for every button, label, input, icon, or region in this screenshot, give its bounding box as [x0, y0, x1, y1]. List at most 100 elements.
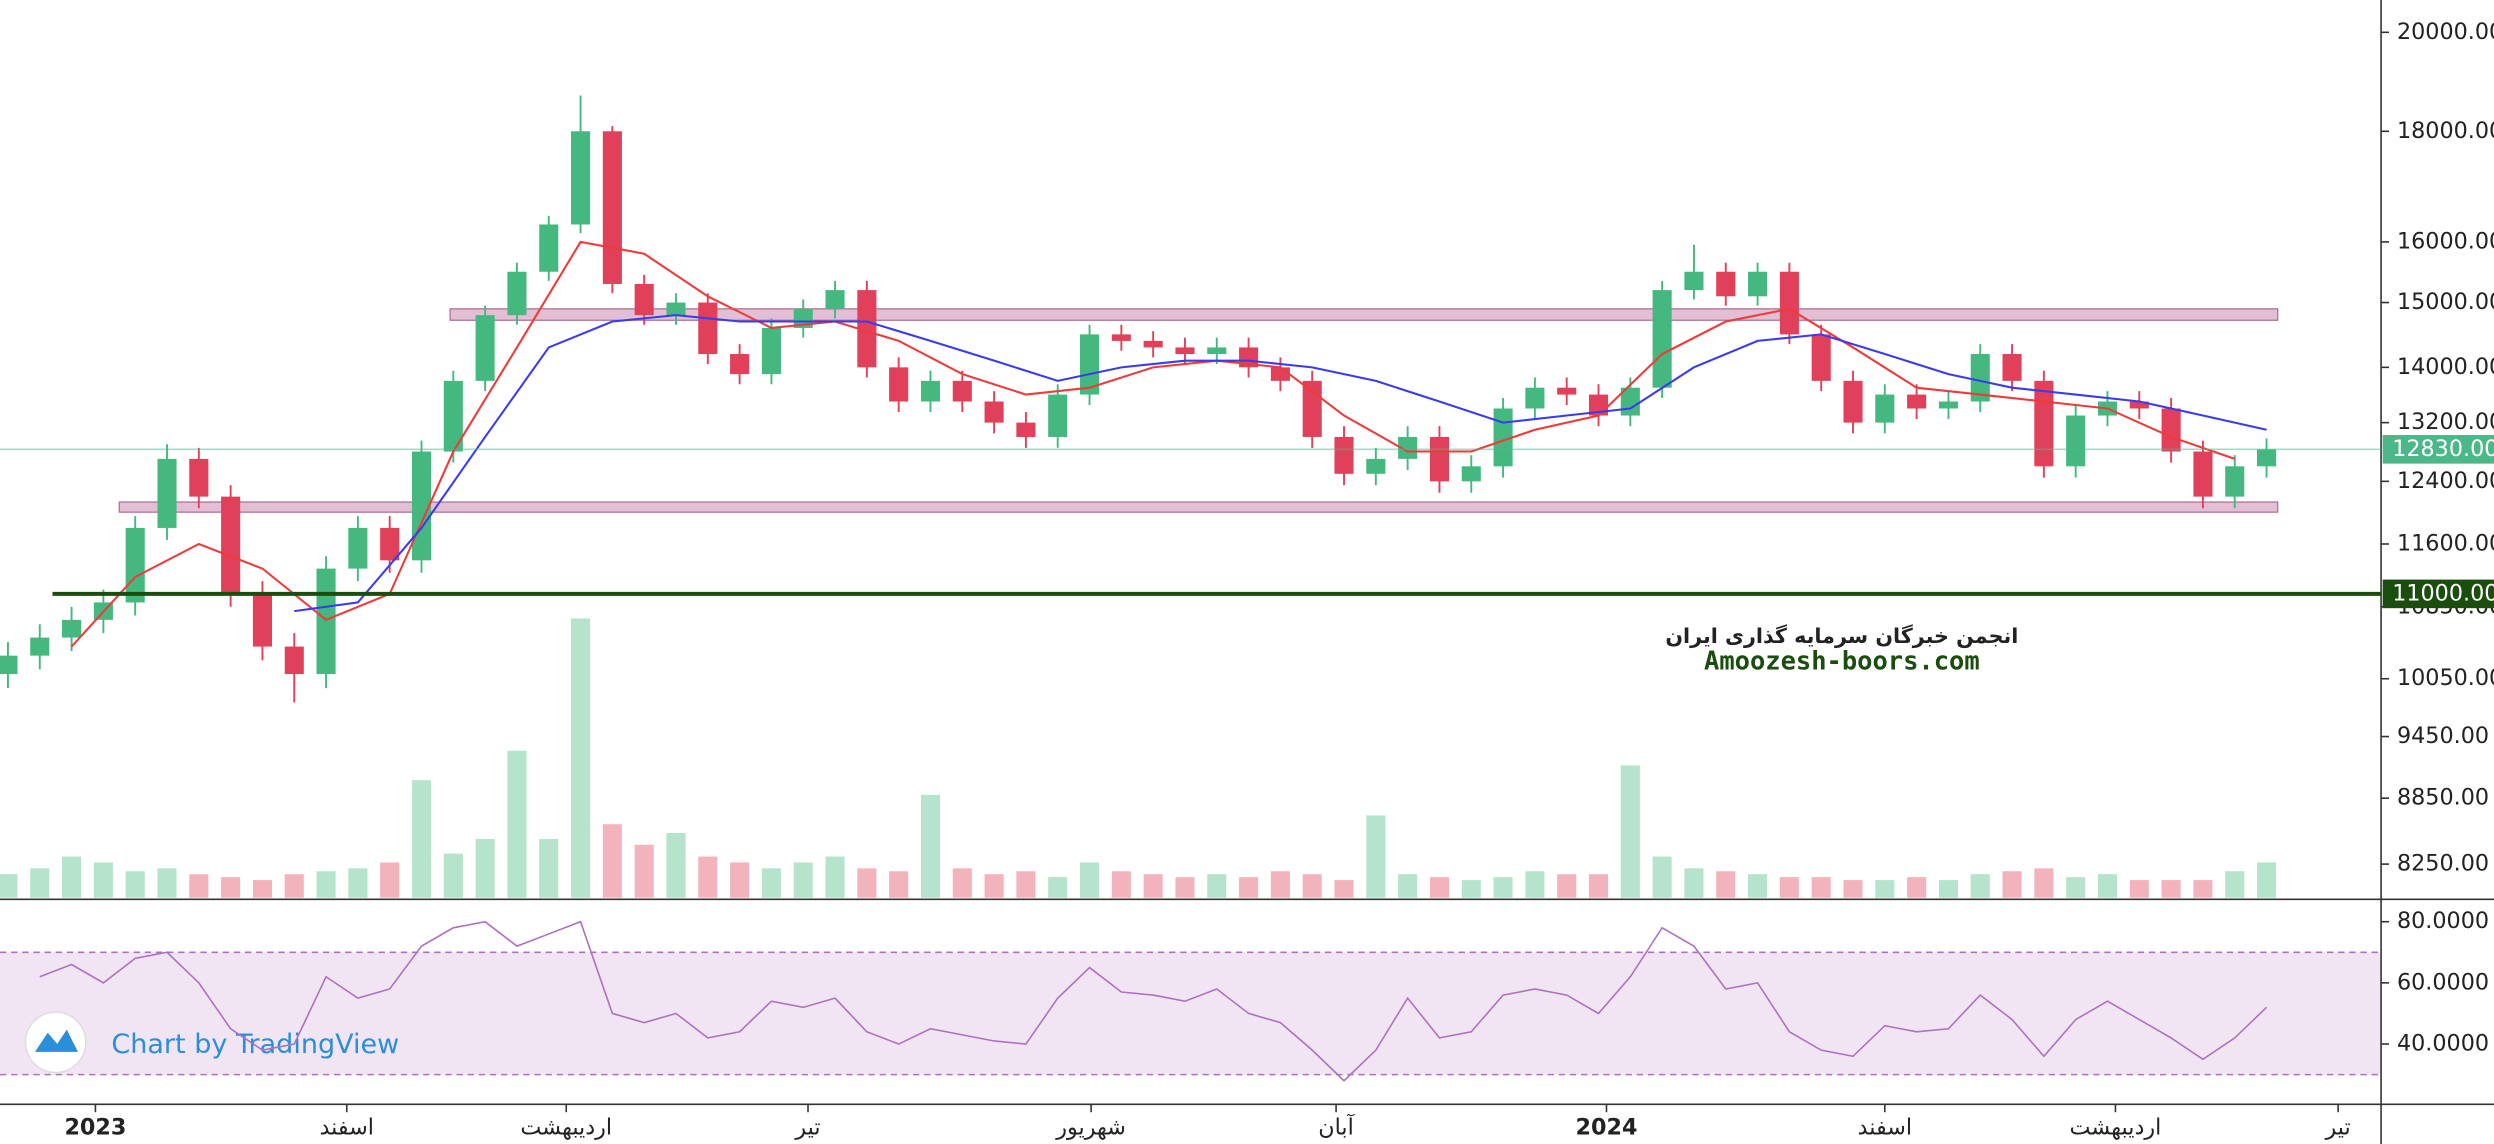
candle-body — [1970, 354, 1990, 402]
rsi-tick-label: 60.0000 — [2397, 969, 2489, 995]
volume-bar — [2097, 874, 2118, 898]
price-tag — [2382, 435, 2494, 464]
candle-body — [1779, 271, 1799, 335]
volume-bar — [1429, 877, 1450, 898]
volume-bar — [62, 856, 82, 898]
y-tick-label: 14000.00 — [2397, 354, 2494, 380]
watermark-url: Amoozesh-boors.com — [1704, 646, 1980, 676]
candle-body — [125, 527, 145, 603]
volume-bar — [1875, 880, 1895, 898]
volume-bar — [284, 874, 304, 898]
volume-bar — [1207, 874, 1227, 898]
volume-bar — [30, 868, 50, 898]
volume-bar — [1811, 877, 1831, 898]
candle-body — [730, 354, 750, 375]
y-tick-label: 18000.00 — [2397, 118, 2494, 144]
volume-bar — [1366, 815, 1386, 898]
candle-body — [825, 290, 845, 309]
volume-bar — [2002, 871, 2022, 898]
volume-bar — [793, 862, 813, 898]
price-tag-label: 11000.00 — [2392, 580, 2494, 606]
candle-body — [602, 131, 622, 284]
y-tick-label: 15000.00 — [2397, 289, 2494, 315]
candle-body — [1175, 347, 1195, 355]
price-tag — [2382, 579, 2494, 609]
volume-bar — [411, 780, 432, 898]
candle-body — [2225, 466, 2245, 497]
x-tick-label: شهریور — [1055, 1115, 1126, 1141]
candle-body — [284, 646, 304, 675]
volume-bar — [1684, 868, 1704, 898]
volume-bar — [1938, 880, 1958, 898]
price-tag-label: 12830.00 — [2392, 436, 2494, 462]
volume-bar — [984, 874, 1004, 898]
candle-body — [1938, 401, 1958, 409]
volume-bar — [316, 871, 336, 898]
volume-bar — [1079, 862, 1100, 898]
zone — [118, 501, 2279, 513]
candle-body — [666, 302, 686, 316]
candle-body — [2193, 451, 2213, 497]
y-tick-label: 10050.00 — [2397, 665, 2494, 691]
candle-body — [1334, 436, 1354, 474]
volume-bar — [1970, 874, 1990, 898]
candle-body — [1684, 271, 1704, 291]
y-tick-label: 11600.00 — [2397, 531, 2494, 557]
volume-bar — [1620, 765, 1640, 898]
rsi-band — [0, 952, 2382, 1075]
candle-body — [1652, 290, 1672, 388]
volume-bar — [1334, 880, 1354, 898]
volume-bar — [380, 862, 400, 898]
volume-bar — [666, 833, 686, 898]
y-tick-label: 13200.00 — [2397, 409, 2494, 435]
candle-body — [1048, 394, 1068, 437]
volume-bar — [1525, 871, 1545, 898]
y-tick-label: 20000.00 — [2397, 19, 2494, 45]
candle-body — [1111, 334, 1131, 341]
candle-body — [252, 593, 272, 647]
rsi-line — [39, 920, 2268, 1082]
volume-bar — [1461, 880, 1481, 898]
candle-body — [62, 619, 82, 638]
candle-body — [30, 637, 50, 656]
volume-bar — [125, 871, 145, 898]
candle-body — [1398, 436, 1418, 459]
volume-bar — [0, 874, 18, 898]
candle-body — [1079, 334, 1100, 395]
volume-bar — [221, 877, 241, 898]
x-tick-label: اردیبهشت — [520, 1115, 612, 1141]
candle-body — [952, 380, 972, 402]
candle-body — [1811, 334, 1831, 381]
candle-body — [2257, 449, 2277, 467]
candle-body — [1907, 394, 1927, 409]
candle-body — [189, 458, 209, 497]
candle-body — [1557, 387, 1577, 395]
volume-bar — [1779, 877, 1799, 898]
candle-body — [475, 315, 495, 381]
volume-bar — [1493, 877, 1513, 898]
volume-bar — [1652, 856, 1672, 898]
volume-bar — [730, 862, 750, 898]
volume-bar — [1302, 874, 1322, 898]
volume-bar — [889, 871, 909, 898]
candle-body — [1143, 340, 1163, 348]
volume-bar — [920, 794, 941, 898]
candle-body — [1748, 271, 1768, 297]
volume-bar — [93, 862, 113, 898]
x-tick-label: اسفند — [1858, 1115, 1913, 1141]
candle-body — [380, 527, 400, 561]
volume-bar — [1111, 871, 1131, 898]
volume-bar — [1557, 874, 1577, 898]
candle-body — [2066, 415, 2086, 467]
candle-body — [1366, 458, 1386, 474]
volume-bar — [602, 824, 622, 898]
moving-average — [70, 240, 2236, 648]
logo-icon — [34, 1029, 78, 1052]
volume-bar — [634, 844, 654, 898]
candle-body — [0, 655, 18, 675]
volume-bar — [1016, 871, 1036, 898]
volume-bar — [571, 618, 591, 898]
volume-bar — [1748, 874, 1768, 898]
